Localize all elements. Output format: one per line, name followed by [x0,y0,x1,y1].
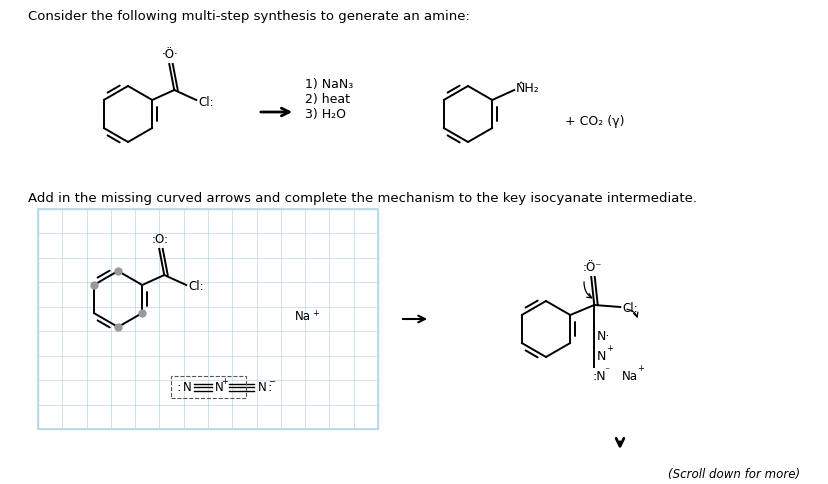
Text: (Scroll down for more): (Scroll down for more) [667,467,799,480]
Text: N·: N· [596,329,610,342]
Text: Na: Na [295,310,310,323]
Text: +: + [311,308,319,317]
Text: C̈l:: C̈l: [622,301,637,314]
Text: N̂H₂: N̂H₂ [516,81,539,94]
Text: Consider the following multi-step synthesis to generate an amine:: Consider the following multi-step synthe… [28,10,469,23]
Text: 3) H₂O: 3) H₂O [305,108,345,121]
Text: N: N [182,381,191,393]
Text: +: + [605,343,613,352]
Text: :Ö⁻: :Ö⁻ [582,260,601,273]
Text: +: + [221,377,229,386]
Text: Add in the missing curved arrows and complete the mechanism to the key isocyanat: Add in the missing curved arrows and com… [28,192,696,205]
Bar [38,210,378,429]
Text: :N: :N [591,369,605,382]
Text: C̈l:: C̈l: [188,280,204,293]
Text: +: + [637,363,643,372]
Text: Na: Na [622,369,638,382]
Bar [171,376,246,398]
Text: + CO₂ (γ): + CO₂ (γ) [565,115,623,128]
Bar [38,210,378,429]
Text: N: N [596,349,606,362]
Text: C̈l:: C̈l: [198,95,214,108]
Text: :: : [267,381,272,393]
Text: N: N [214,381,223,393]
Text: N: N [258,381,266,393]
Text: ⁻: ⁻ [604,365,609,375]
Text: −: − [268,377,275,386]
Text: :O:: :O: [152,232,169,245]
Text: :: : [176,381,181,393]
Text: 2) heat: 2) heat [305,93,349,106]
Text: ·Ö·: ·Ö· [161,48,178,61]
Text: 1) NaN₃: 1) NaN₃ [305,78,353,91]
